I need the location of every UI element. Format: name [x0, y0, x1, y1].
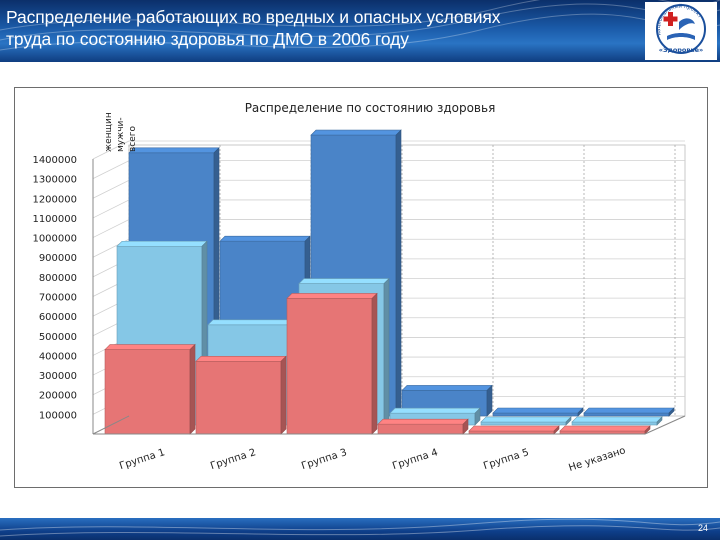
bar-women: [195, 355, 287, 435]
y-tick-label: 800000: [39, 273, 77, 284]
title-line-1: Распределение работающих во вредных и оп…: [6, 7, 501, 27]
title-line-2: труда по состоянию здоровья по ДМО в 200…: [6, 29, 409, 49]
gridline-side: [92, 179, 130, 199]
gridline-side: [92, 219, 130, 238]
footer-decoration: [0, 518, 720, 537]
gridline-side: [92, 160, 130, 180]
floor-edge-right: [644, 415, 686, 435]
page-number: 24: [697, 523, 708, 533]
x-tick-label: Группа 4: [391, 447, 439, 472]
slide-footer: 24: [0, 518, 720, 540]
bar-women: [559, 425, 651, 435]
y-tick-label: 600000: [39, 312, 77, 323]
logo-name: «Здоровье»: [659, 46, 703, 54]
legend-label: женщин: [104, 112, 114, 152]
bar-men: [571, 416, 663, 426]
y-tick-label: 1200000: [32, 194, 77, 205]
chart-legend: женщин мужчи-всего: [104, 112, 138, 152]
floor-edge-left: [92, 415, 130, 435]
project-logo: национальный проект «Здоровье»: [645, 2, 717, 60]
y-tick-label: 700000: [39, 293, 77, 304]
x-tick-label: Не указано: [567, 445, 627, 474]
y-tick-label: 300000: [39, 371, 77, 382]
bar-women: [286, 292, 378, 435]
bar-total: [583, 407, 675, 417]
bar-total: [492, 407, 584, 417]
x-tick-label: Группа 3: [300, 447, 348, 472]
bar-men: [480, 416, 572, 426]
y-tick-label: 100000: [39, 410, 77, 421]
y-tick-label: 1000000: [32, 234, 77, 245]
legend-label: всего: [128, 125, 138, 152]
y-tick-label: 500000: [39, 332, 77, 343]
bar-women: [377, 418, 469, 435]
slide-title: Распределение работающих во вредных и оп…: [6, 6, 606, 50]
y-tick-label: 200000: [39, 391, 77, 402]
y-tick-label: 1400000: [32, 155, 77, 166]
chart-front-series: [104, 292, 651, 435]
x-tick-label: Группа 1: [118, 447, 166, 472]
bar-women: [468, 425, 560, 435]
x-tick-label: Группа 2: [209, 447, 257, 472]
chart-frame: 1400000 1300000 1200000 1100000 1000000 90000…: [14, 87, 708, 488]
y-tick-label: 900000: [39, 253, 77, 264]
slide-header: Распределение работающих во вредных и оп…: [0, 0, 720, 62]
bar-women: [104, 343, 196, 435]
legend-label: мужчи-: [116, 117, 126, 152]
y-tick-label: 400000: [39, 351, 77, 362]
gridline-side: [92, 199, 130, 219]
y-tick-label: 1300000: [32, 175, 77, 186]
y-tick-label: 1100000: [32, 214, 77, 225]
chart-title: Распределение по состоянию здоровья: [245, 101, 496, 115]
gridline-side: [92, 140, 130, 160]
bar-chart: 1400000 1300000 1200000 1100000 1000000 90000…: [32, 101, 686, 474]
x-tick-label: Группа 5: [482, 447, 530, 472]
